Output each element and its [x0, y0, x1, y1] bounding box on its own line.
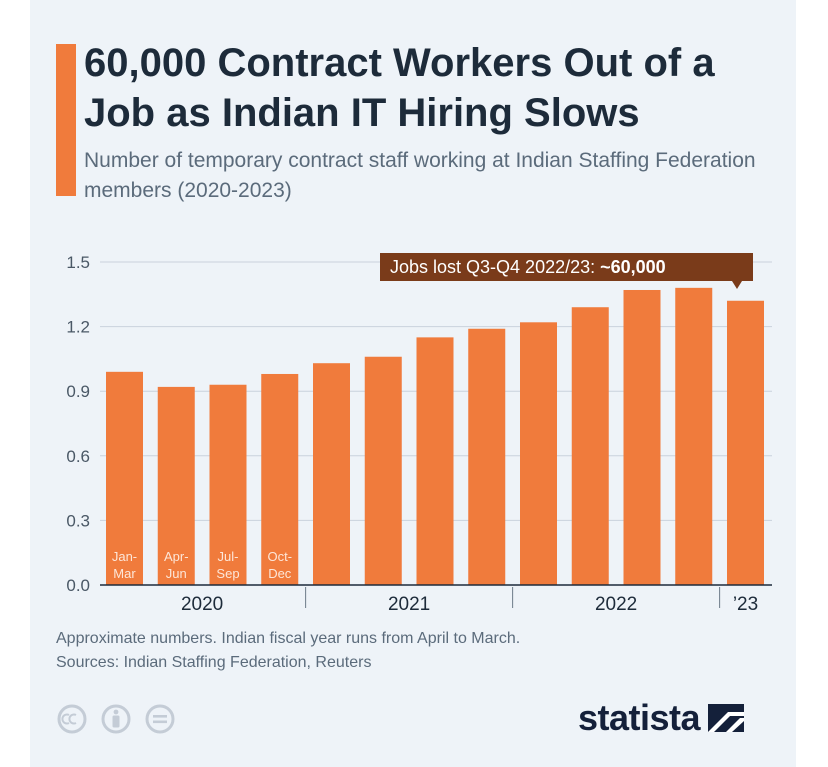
annotation-pointer [732, 281, 742, 289]
quarter-label: Apr- [164, 549, 189, 564]
bar [571, 307, 609, 585]
bar [468, 328, 506, 585]
cc-icon [57, 704, 87, 734]
bar [520, 322, 557, 585]
year-label: 2022 [595, 594, 637, 615]
title-accent-bar [56, 44, 76, 196]
quarter-label: Oct- [267, 549, 292, 564]
infographic-card [30, 0, 796, 767]
license-icons [57, 704, 175, 734]
year-label: ’23 [733, 594, 758, 615]
footnotes: Approximate numbers. Indian fiscal year … [56, 627, 776, 675]
quarter-label: Jan- [112, 549, 137, 564]
y-tick-label: 1.2 [66, 318, 90, 337]
quarter-label: Sep [216, 566, 239, 581]
chart-subtitle: Number of temporary contract staff worki… [84, 149, 756, 202]
attribution-icon [101, 704, 131, 734]
quarter-label: Dec [268, 566, 292, 581]
bar [416, 337, 454, 585]
bar [106, 371, 143, 585]
bar [675, 287, 713, 585]
no-derivatives-icon [145, 704, 175, 734]
y-tick-label: 0.3 [66, 511, 90, 530]
sources-text: Sources: Indian Staffing Federation, Reu… [56, 654, 372, 671]
bar [313, 363, 350, 585]
chart-title: 60,000 Contract Workers Out of a Job as … [84, 41, 715, 135]
year-label: 2020 [181, 594, 223, 615]
y-tick-label: 0.6 [66, 447, 90, 466]
y-tick-label: 0.0 [66, 576, 90, 595]
quarter-label: Mar [113, 566, 136, 581]
statista-logo-icon [708, 704, 745, 732]
bar [727, 300, 764, 585]
bar [209, 384, 247, 585]
y-tick-label: 0.9 [66, 382, 90, 401]
y-tick-label: 1.5 [66, 253, 90, 272]
annotation-text: Jobs lost Q3-Q4 2022/23: ~60,000 [390, 257, 666, 277]
brand-name: statista [578, 697, 701, 738]
bar [623, 289, 661, 585]
quarter-label: Jun [166, 566, 187, 581]
bar [157, 386, 195, 585]
year-label: 2021 [388, 594, 430, 615]
quarter-label: Jul- [218, 549, 239, 564]
statista-brand: statista [578, 696, 746, 740]
bar [261, 373, 299, 585]
annotation-box [380, 253, 753, 281]
bar [364, 356, 402, 585]
footnote-text: Approximate numbers. Indian fiscal year … [56, 630, 521, 647]
